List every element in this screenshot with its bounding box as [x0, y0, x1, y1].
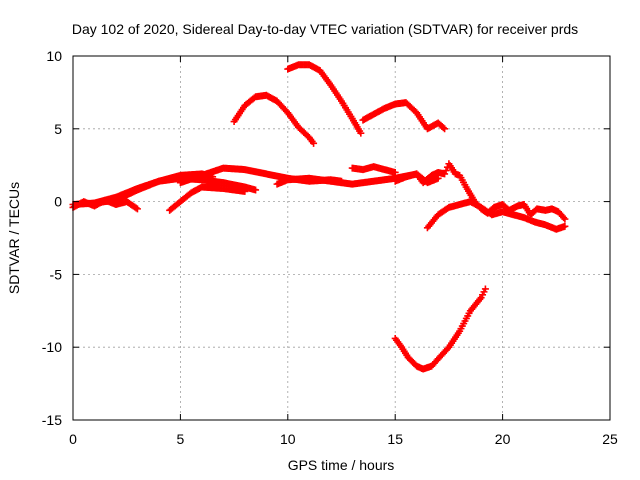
chart-title: Day 102 of 2020, Sidereal Day-to-day VTE…	[72, 21, 578, 37]
x-tick-label: 15	[387, 431, 403, 447]
data-point	[310, 139, 318, 147]
series-arc-7	[348, 163, 399, 176]
x-axis-label: GPS time / hours	[288, 457, 395, 473]
data-point	[561, 215, 569, 223]
series-arc-9	[284, 61, 365, 137]
x-tick-label: 25	[602, 431, 618, 447]
series-arc-4	[166, 183, 249, 214]
series-arc-12	[423, 198, 569, 233]
x-axis-ticks: 0 5 10 15 20 25	[69, 56, 618, 447]
x-tick-label: 0	[69, 431, 77, 447]
series-arc-11	[391, 160, 569, 223]
data-point	[252, 186, 260, 194]
data-point	[241, 187, 249, 195]
y-tick-label: -10	[42, 339, 62, 355]
data-point	[442, 167, 450, 175]
data-point	[439, 124, 447, 132]
data-point	[481, 285, 489, 293]
x-tick-label: 20	[495, 431, 511, 447]
data-point	[133, 205, 141, 213]
data-point	[560, 214, 568, 222]
series-arc-13	[391, 285, 489, 373]
data-point	[132, 204, 140, 212]
x-tick-label: 5	[177, 431, 185, 447]
data-point	[357, 129, 365, 137]
plot-frame	[72, 55, 611, 421]
y-tick-label: -5	[50, 266, 63, 282]
data-points	[69, 61, 569, 373]
y-axis-ticks: -15 -10 -5 0 5 10	[42, 48, 610, 428]
y-axis-label: SDTVAR / TECUs	[6, 182, 22, 294]
y-tick-label: -15	[42, 412, 62, 428]
data-point	[441, 170, 449, 178]
x-tick-label: 10	[280, 431, 296, 447]
y-tick-label: 0	[54, 194, 62, 210]
series-arc-8	[230, 91, 318, 147]
y-tick-label: 10	[46, 48, 62, 64]
data-point	[441, 125, 449, 133]
data-point	[391, 168, 399, 176]
data-point	[561, 222, 569, 230]
series-arc-10	[359, 99, 449, 133]
y-tick-label: 5	[54, 121, 62, 137]
grid	[73, 56, 610, 420]
